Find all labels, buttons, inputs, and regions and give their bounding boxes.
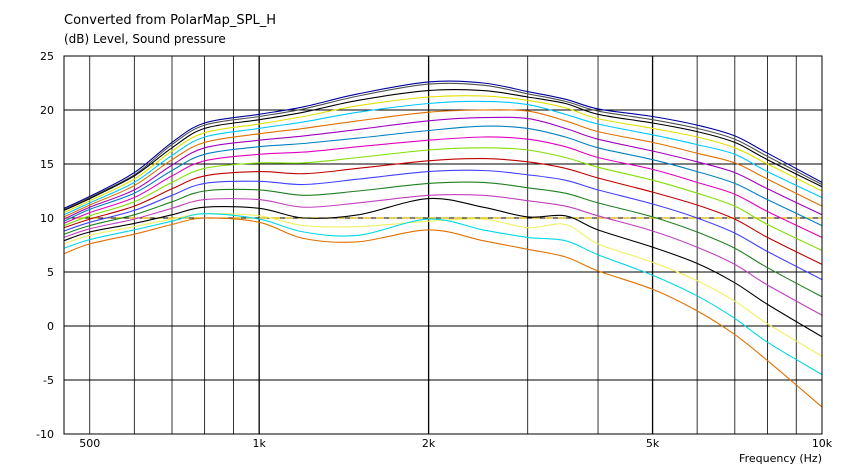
y-tick-label: 10 <box>40 212 54 225</box>
series-line-17 <box>63 213 823 376</box>
series-line-18 <box>63 217 823 408</box>
x-tick-label: 500 <box>79 437 100 450</box>
series-line-9 <box>63 136 823 238</box>
x-tick-labels: 500 1k 2k 5k 10k <box>79 437 833 450</box>
x-tick-label: 1k <box>252 437 266 450</box>
series-line-10 <box>63 147 823 251</box>
chart-title: Converted from PolarMap_SPL_H <box>64 13 276 28</box>
series-line-14 <box>63 193 823 316</box>
series-line-1 <box>63 80 823 209</box>
series-line-6 <box>63 109 823 218</box>
y-tick-label: 15 <box>40 158 54 171</box>
x-axis-label: Frequency (Hz) <box>739 452 822 465</box>
series-line-13 <box>63 181 823 298</box>
series-line-3 <box>63 89 823 211</box>
series-line-2 <box>63 82 823 210</box>
grid-lines <box>64 56 822 434</box>
series-line-7 <box>63 116 823 220</box>
y-tick-label: -10 <box>36 428 54 441</box>
x-tick-label: 10k <box>812 437 833 450</box>
series-line-4 <box>63 95 823 214</box>
series-line-8 <box>63 125 823 227</box>
y-tick-label: 0 <box>47 320 54 333</box>
x-tick-label: 5k <box>646 437 660 450</box>
plot-frame <box>63 55 823 435</box>
y-tick-label: 5 <box>47 266 54 279</box>
y-tick-label: 20 <box>40 104 54 117</box>
series-line-5 <box>63 100 823 216</box>
series-line-12 <box>63 169 823 281</box>
y-tick-label: 25 <box>40 50 54 63</box>
series-line-11 <box>63 158 823 265</box>
series-line-15 <box>63 197 823 338</box>
y-tick-labels: 25 20 15 10 5 0 -5 -10 <box>36 50 54 441</box>
y-axis-label: (dB) Level, Sound pressure <box>64 32 226 46</box>
y-tick-label: -5 <box>43 374 54 387</box>
x-tick-label: 2k <box>422 437 436 450</box>
series-lines <box>63 80 823 408</box>
series-line-16 <box>63 212 823 357</box>
